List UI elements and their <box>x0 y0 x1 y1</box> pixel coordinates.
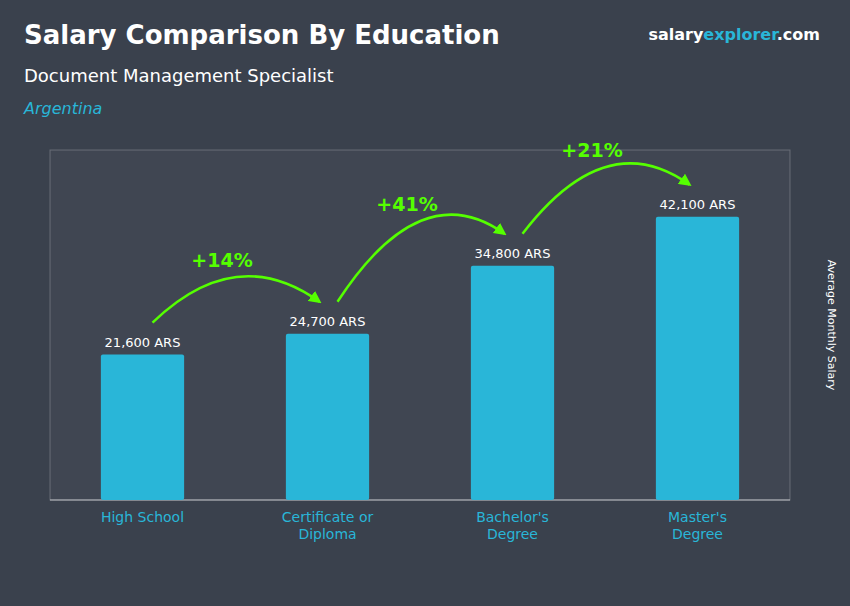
x-tick-label: Certificate orDiploma <box>282 509 374 542</box>
bars <box>101 217 739 500</box>
annotation: +14% <box>191 249 252 271</box>
bar <box>656 217 739 500</box>
logo: salaryexplorer.com <box>648 25 820 44</box>
logo-part: explorer <box>703 25 779 44</box>
growth-arrow <box>338 215 505 302</box>
bar <box>471 266 554 500</box>
bar <box>101 355 184 500</box>
x-tick-label: High School <box>101 509 184 525</box>
x-tick-label: Bachelor'sDegree <box>476 509 549 542</box>
annotation: +21% <box>561 139 622 161</box>
x-tick-label: Master'sDegree <box>668 509 727 542</box>
annotation: +41% <box>376 193 437 215</box>
data-label: 42,100 ARS <box>660 197 736 212</box>
logo-part: .com <box>777 25 820 44</box>
subtitle: Document Management Specialist <box>24 65 334 86</box>
x-tick-label-line: Diploma <box>298 526 356 542</box>
background <box>0 0 850 606</box>
x-tick-label-line: Degree <box>672 526 723 542</box>
x-tick-label-line: Certificate or <box>282 509 374 525</box>
chart: Salary Comparison By Education Document M… <box>0 0 850 606</box>
logo-part: salary <box>648 25 703 44</box>
growth-arrow <box>153 276 320 322</box>
bar <box>286 334 369 500</box>
data-label: 24,700 ARS <box>290 314 366 329</box>
plot-frame <box>50 150 790 500</box>
x-tick-label-line: Bachelor's <box>476 509 549 525</box>
title: Salary Comparison By Education <box>24 20 500 50</box>
x-tick-label-line: Degree <box>487 526 538 542</box>
data-label: 34,800 ARS <box>475 246 551 261</box>
x-tick-label-line: Master's <box>668 509 727 525</box>
subtitle: Argentina <box>23 99 102 118</box>
growth-arrow <box>523 163 690 233</box>
x-tick-label-line: High School <box>101 509 184 525</box>
y-axis-label: Average Monthly Salary <box>825 260 838 391</box>
data-label: 21,600 ARS <box>105 335 181 350</box>
